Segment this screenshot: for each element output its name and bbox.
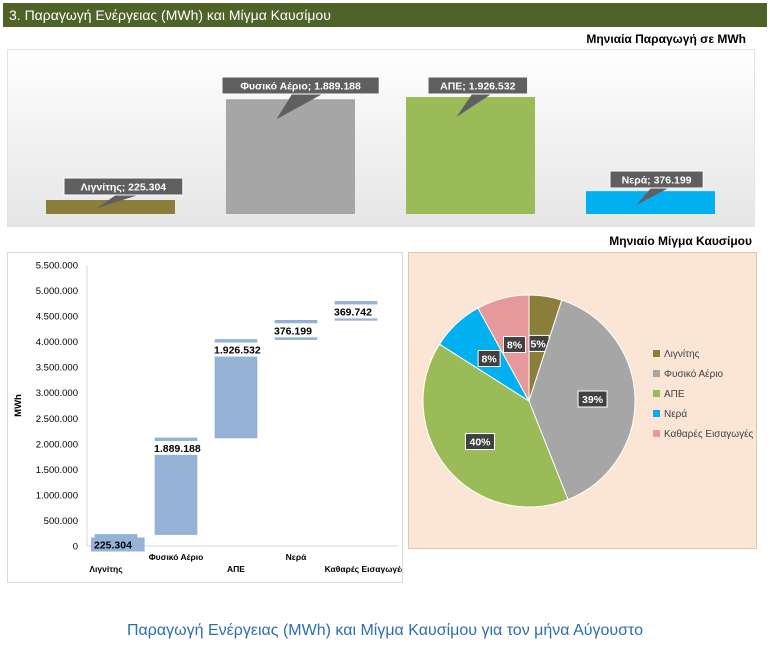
y-tick-label: 4.500.000 <box>36 312 78 323</box>
monthly-production-title: Μηνιαία Παραγωγή σε MWh <box>586 32 746 46</box>
waterfall-label-bg <box>331 304 385 319</box>
data-label-pointer <box>636 187 671 205</box>
legend-label: ΑΠΕ <box>664 389 685 400</box>
legend-swatch <box>653 370 660 377</box>
legend-swatch <box>653 350 660 357</box>
data-label: ΑΠΕ; 1.926.532 <box>440 81 515 93</box>
legend-label: Νερά <box>664 408 687 420</box>
fuel-mix-title: Μηνιαίο Μίγμα Καυσίμου <box>609 234 752 248</box>
pie-label-box <box>503 336 527 354</box>
y-tick-label: 500.000 <box>44 516 78 527</box>
x-tick-label: Λιγνίτης <box>89 564 123 574</box>
waterfall-data-label: 1.926.532 <box>214 345 261 357</box>
pie-label-box <box>464 433 495 451</box>
monthly-production-panel: Λιγνίτης; 225.304 Φυσικό Αέριο; 1.889.188… <box>7 49 755 227</box>
waterfall-data-label: 369.742 <box>334 306 372 318</box>
legend-label: Φυσικό Αέριο <box>664 368 724 380</box>
pie-slice-απε <box>422 343 569 508</box>
data-label: Νερά; 376.199 <box>622 175 692 187</box>
data-label-box <box>63 177 184 196</box>
data-label-box <box>427 76 529 95</box>
bar-4 <box>586 191 715 214</box>
y-tick-label: 3.500.000 <box>36 363 78 374</box>
fuel-mix-panel: 5% 39% 40% 8% 8% Λιγνίτης Φυσικό Αέριο ΑΠΕ Νερά Κ… <box>408 252 757 549</box>
bar-1 <box>46 200 175 214</box>
legend-swatch <box>653 390 660 397</box>
data-label: Φυσικό Αέριο; 1.889.188 <box>240 81 361 93</box>
pie-data-label: 40% <box>469 437 491 449</box>
data-label-pointer <box>456 93 493 117</box>
x-tick-label: Νερά <box>286 552 307 562</box>
legend-label: Λιγνίτης <box>664 348 700 360</box>
data-label: Λιγνίτης; 225.304 <box>81 182 167 194</box>
legend-swatch <box>653 410 660 417</box>
pie-data-label: 5% <box>531 338 547 350</box>
waterfall-data-label: 1.889.188 <box>154 443 201 455</box>
x-tick-label: Φυσικό Αέριο <box>149 552 204 562</box>
section-header: 3. Παραγωγή Ενέργειας (MWh) και Μίγμα Κα… <box>3 3 767 27</box>
waterfall-data-label: 225.304 <box>94 539 132 551</box>
y-tick-label: 5.000.000 <box>36 286 78 297</box>
data-label-box <box>221 76 380 95</box>
x-tick-label: ΑΠΕ <box>227 564 245 574</box>
y-axis-title: MWh <box>13 394 24 417</box>
waterfall-panel: 0 500.000 1.000.000 1.500.000 2.000.000 2.500… <box>7 252 406 583</box>
legend-label: Καθαρές Εισαγωγές <box>664 428 754 440</box>
waterfall-label-bg <box>151 440 219 455</box>
pie-data-label: 8% <box>507 340 523 352</box>
fuel-mix-pie-chart: 5% 39% 40% 8% 8% Λιγνίτης Φυσικό Αέριο ΑΠΕ Νερά Κ… <box>422 294 754 508</box>
pie-label-box <box>477 350 501 368</box>
monthly-production-chart: Λιγνίτης; 225.304 Φυσικό Αέριο; 1.889.188… <box>46 76 715 214</box>
data-label-box <box>609 170 704 189</box>
y-tick-label: 2.000.000 <box>36 439 78 450</box>
y-tick-label: 0 <box>73 542 78 553</box>
y-tick-label: 2.500.000 <box>36 414 78 425</box>
figure-caption: Παραγωγή Ενέργειας (MWh) και Μίγμα Καυσί… <box>126 622 644 639</box>
pie-data-label: 8% <box>481 354 497 366</box>
y-tick-label: 3.000.000 <box>36 388 78 399</box>
waterfall-data-label: 376.199 <box>274 325 312 337</box>
bar-3 <box>406 97 535 214</box>
legend-swatch <box>653 430 660 437</box>
y-tick-label: 5.500.000 <box>36 261 78 272</box>
y-tick-label: 1.500.000 <box>36 465 78 476</box>
y-tick-label: 4.000.000 <box>36 337 78 348</box>
data-label-pointer <box>96 194 142 209</box>
waterfall-label-bg <box>211 342 279 357</box>
x-tick-label: Καθαρές Εισαγωγές <box>325 564 402 574</box>
y-tick-label: 1.000.000 <box>36 490 78 501</box>
waterfall-label-bg <box>271 323 325 338</box>
pie-data-label: 39% <box>582 394 604 406</box>
waterfall-label-bg <box>91 537 145 552</box>
waterfall-chart: 0 500.000 1.000.000 1.500.000 2.000.000 2.500… <box>13 261 406 575</box>
bar-2 <box>226 99 355 214</box>
pie-label-box <box>577 390 608 408</box>
